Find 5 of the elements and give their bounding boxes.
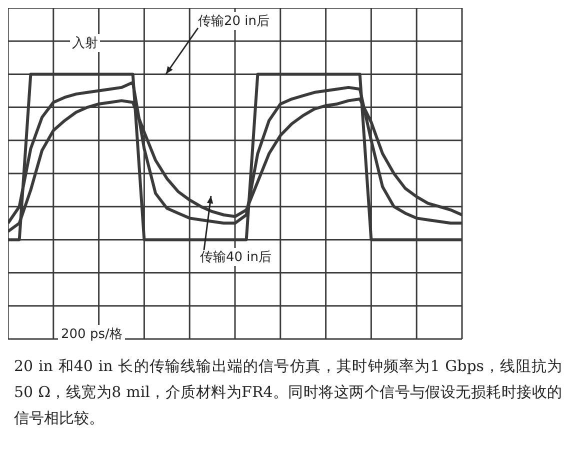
text: 200 ps/格 xyxy=(58,325,126,343)
text: 传输40 in后 xyxy=(198,248,274,266)
text: 传输20 in后 xyxy=(196,12,272,30)
text: 20 in 和40 in 长的传输线输出端的信号仿真，其时钟频率为1 Gbps，线阻抗为50 Ω，线宽为8 mil，介质材料为FR4。同时将这两个信号与假设无损耗时接收的信号相比较。 xyxy=(14,356,562,429)
series-label: 入射 xyxy=(70,34,100,52)
